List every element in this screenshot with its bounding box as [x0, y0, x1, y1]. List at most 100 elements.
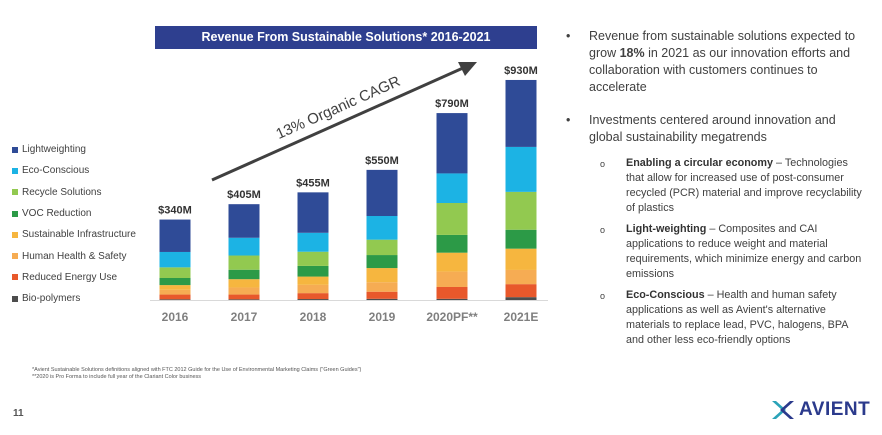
bar-segment-human-health-safety — [505, 269, 537, 285]
legend-swatch — [12, 253, 18, 260]
bar-segment-sustainable-infrastructure — [297, 276, 329, 285]
bar-total-label: $340M — [158, 205, 192, 217]
bar-segment-sustainable-infrastructure — [228, 279, 260, 288]
sub-bullet-text: Enabling a circular economy – Technologi… — [626, 156, 866, 216]
x-tick-label: 2019 — [369, 310, 396, 324]
sub-bullet-eco-conscious: o Eco-Conscious – Health and human safet… — [600, 288, 866, 348]
bullet-text: Investments centered around innovation a… — [589, 113, 836, 144]
bar-segment-sustainable-infrastructure — [366, 268, 398, 283]
bar-segment-recycle-solutions — [366, 239, 398, 256]
bar-segment-bio-polymers — [436, 298, 468, 300]
x-tick-label: 2018 — [300, 310, 327, 324]
sub-bullet-text: Eco-Conscious – Health and human safety … — [626, 288, 866, 348]
sub-bullet-rest: – Technologies that allow for increased … — [626, 157, 862, 214]
sub-bullet-list: o Enabling a circular economy – Technolo… — [600, 156, 866, 348]
bar-segment-lightweighting — [228, 204, 260, 238]
legend-label: Human Health & Safety — [22, 250, 127, 262]
bar-segment-eco-conscious — [297, 232, 329, 252]
bullet-text-start: Revenue from sustainable solutions expec… — [589, 29, 856, 60]
bullet-list: • Revenue from sustainable solutions exp… — [566, 28, 866, 354]
sub-bullet-mark: o — [600, 291, 606, 301]
legend-item: Lightweighting — [12, 139, 136, 160]
legend-label: Lightweighting — [22, 144, 86, 156]
bullet-mark: • — [566, 113, 571, 127]
legend-item: VOC Reduction — [12, 203, 136, 224]
bullet-text-bold: 18% — [619, 46, 645, 60]
legend-label: VOC Reduction — [22, 208, 92, 220]
bar-segment-lightweighting — [366, 169, 398, 217]
bar-segment-eco-conscious — [366, 216, 398, 240]
sub-bullet-rest: – Composites and CAI applications to red… — [626, 223, 862, 280]
bar-segment-human-health-safety — [297, 284, 329, 294]
bar-segment-lightweighting — [297, 192, 329, 233]
sub-bullet-text: Light-weighting – Composites and CAI app… — [626, 222, 866, 282]
legend-label: Bio-polymers — [22, 293, 81, 305]
legend-label: Sustainable Infrastructure — [22, 229, 136, 241]
sub-bullet-lead: Enabling a circular economy — [626, 157, 774, 169]
bullet-investments: • Investments centered around innovation… — [566, 112, 866, 146]
bullet-mark: • — [566, 29, 571, 43]
cagr-arrow-line — [211, 66, 464, 182]
bar-segment-recycle-solutions — [297, 251, 329, 266]
bullet-revenue-growth: • Revenue from sustainable solutions exp… — [566, 28, 866, 96]
x-tick-label: 2016 — [162, 310, 189, 324]
bar-segment-voc-reduction — [366, 255, 398, 269]
bar-total-label: $550M — [365, 155, 399, 167]
bar-segment-human-health-safety — [159, 289, 191, 295]
footnotes: *Avient Sustainable Solutions definition… — [32, 367, 361, 381]
bar-segment-recycle-solutions — [228, 255, 260, 270]
legend-label: Reduced Energy Use — [22, 271, 118, 283]
avient-logo-icon — [772, 401, 794, 419]
legend-item: Recycle Solutions — [12, 182, 136, 203]
cagr-annotation: 13% Organic CAGR — [273, 73, 403, 143]
x-tick-label: 2017 — [231, 310, 258, 324]
bar-total-label: $455M — [296, 177, 330, 189]
bar-segment-eco-conscious — [228, 237, 260, 256]
sub-bullet-mark: o — [600, 159, 606, 169]
chart-legend: Lightweighting Eco-Conscious Recycle Solut… — [12, 139, 136, 309]
legend-swatch — [12, 295, 18, 302]
bar-segment-bio-polymers — [297, 299, 329, 300]
bar-segment-sustainable-infrastructure — [159, 285, 191, 290]
bar-segment-lightweighting — [505, 79, 537, 147]
avient-logo: AVIENT — [770, 398, 870, 422]
legend-item: Bio-polymers — [12, 288, 136, 309]
bar-segment-human-health-safety — [366, 282, 398, 292]
bar-segment-sustainable-infrastructure — [505, 248, 537, 270]
legend-swatch — [12, 189, 18, 196]
cagr-arrow-head — [458, 62, 477, 76]
legend-item: Sustainable Infrastructure — [12, 224, 136, 245]
bar-segment-reduced-energy-use — [228, 294, 260, 300]
bar-segment-voc-reduction — [297, 265, 329, 277]
bar-segment-voc-reduction — [228, 269, 260, 280]
legend-swatch — [12, 231, 18, 238]
bar-total-label: $405M — [227, 189, 261, 201]
bar-segment-reduced-energy-use — [436, 286, 468, 299]
bar-segment-eco-conscious — [436, 173, 468, 203]
stacked-bar-chart: $340M 2016 $405M 2017 $455M 2018 $550M 2019 $790… — [150, 62, 548, 324]
bar-segment-eco-conscious — [505, 146, 537, 192]
bar-segment-recycle-solutions — [436, 202, 468, 235]
bar-segment-voc-reduction — [505, 229, 537, 249]
sub-bullet-circular-economy: o Enabling a circular economy – Technolo… — [600, 156, 866, 216]
footnote: *Avient Sustainable Solutions definition… — [32, 367, 362, 373]
page-number: 11 — [13, 408, 24, 419]
bar-segment-voc-reduction — [436, 234, 468, 253]
sub-bullet-rest: – Health and human safety applications a… — [626, 289, 848, 346]
sub-bullet-mark: o — [600, 225, 606, 235]
bar-segment-reduced-energy-use — [505, 284, 537, 298]
bar-segment-reduced-energy-use — [297, 293, 329, 300]
x-tick-label: 2020PF** — [426, 310, 478, 324]
legend-swatch — [12, 167, 18, 174]
bar-segment-bio-polymers — [505, 297, 537, 300]
legend-label: Eco-Conscious — [22, 165, 90, 177]
legend-swatch — [12, 146, 18, 153]
bar-segment-bio-polymers — [366, 298, 398, 300]
sub-bullet-lead: Light-weighting — [626, 223, 707, 235]
legend-item: Human Health & Safety — [12, 245, 136, 266]
bar-segment-bio-polymers — [228, 299, 260, 300]
legend-label: Recycle Solutions — [22, 186, 102, 198]
legend-item: Eco-Conscious — [12, 160, 136, 181]
sub-bullet-lead: Eco-Conscious — [626, 289, 705, 301]
bar-total-label: $790M — [435, 98, 469, 110]
